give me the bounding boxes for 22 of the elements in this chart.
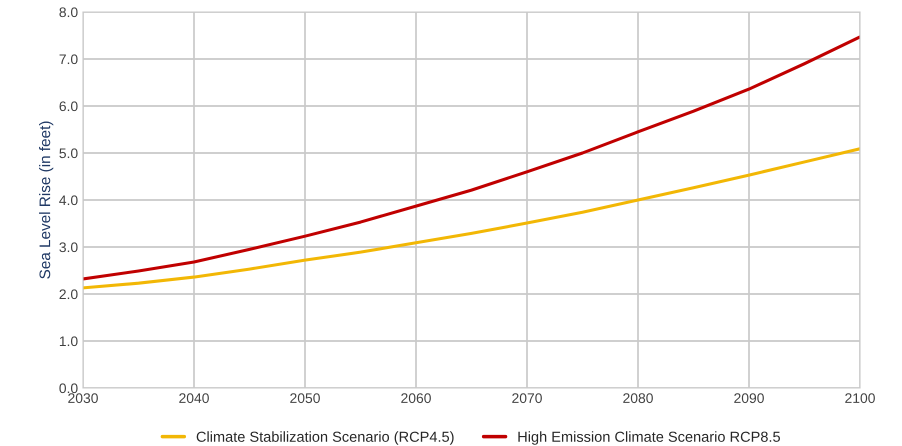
legend-label: Climate Stabilization Scenario (RCP4.5) xyxy=(196,431,454,445)
y-tick-label: 7.0 xyxy=(60,54,78,64)
x-tick-label: 2050 xyxy=(290,393,320,404)
y-tick-label: 2.0 xyxy=(60,289,78,300)
y-tick-label: 0.0 xyxy=(59,383,78,394)
x-tick-label: 2040 xyxy=(179,393,209,404)
x-tick-label: 2090 xyxy=(734,393,764,404)
x-tick-label: 2060 xyxy=(401,393,431,404)
line-series xyxy=(83,35,860,280)
y-axis-title: Sea Level Rise (in feet) xyxy=(39,122,54,279)
x-tick-label: 2080 xyxy=(623,393,653,404)
line-series xyxy=(83,147,860,290)
legend-label: High Emission Climate Scenario RCP8.5 xyxy=(518,431,780,445)
x-tick-label: 2100 xyxy=(845,393,875,404)
y-tick-label: 3.0 xyxy=(59,242,78,252)
y-tick-label: 5.0 xyxy=(59,148,78,158)
y-tick-label: 6.0 xyxy=(60,101,78,112)
y-tick-label: 8.0 xyxy=(59,7,78,18)
x-tick-label: 2070 xyxy=(512,393,542,404)
y-tick-label: 4.0 xyxy=(59,195,78,206)
y-tick-label: 1.0 xyxy=(60,336,78,346)
x-tick-label: 2030 xyxy=(68,393,98,404)
